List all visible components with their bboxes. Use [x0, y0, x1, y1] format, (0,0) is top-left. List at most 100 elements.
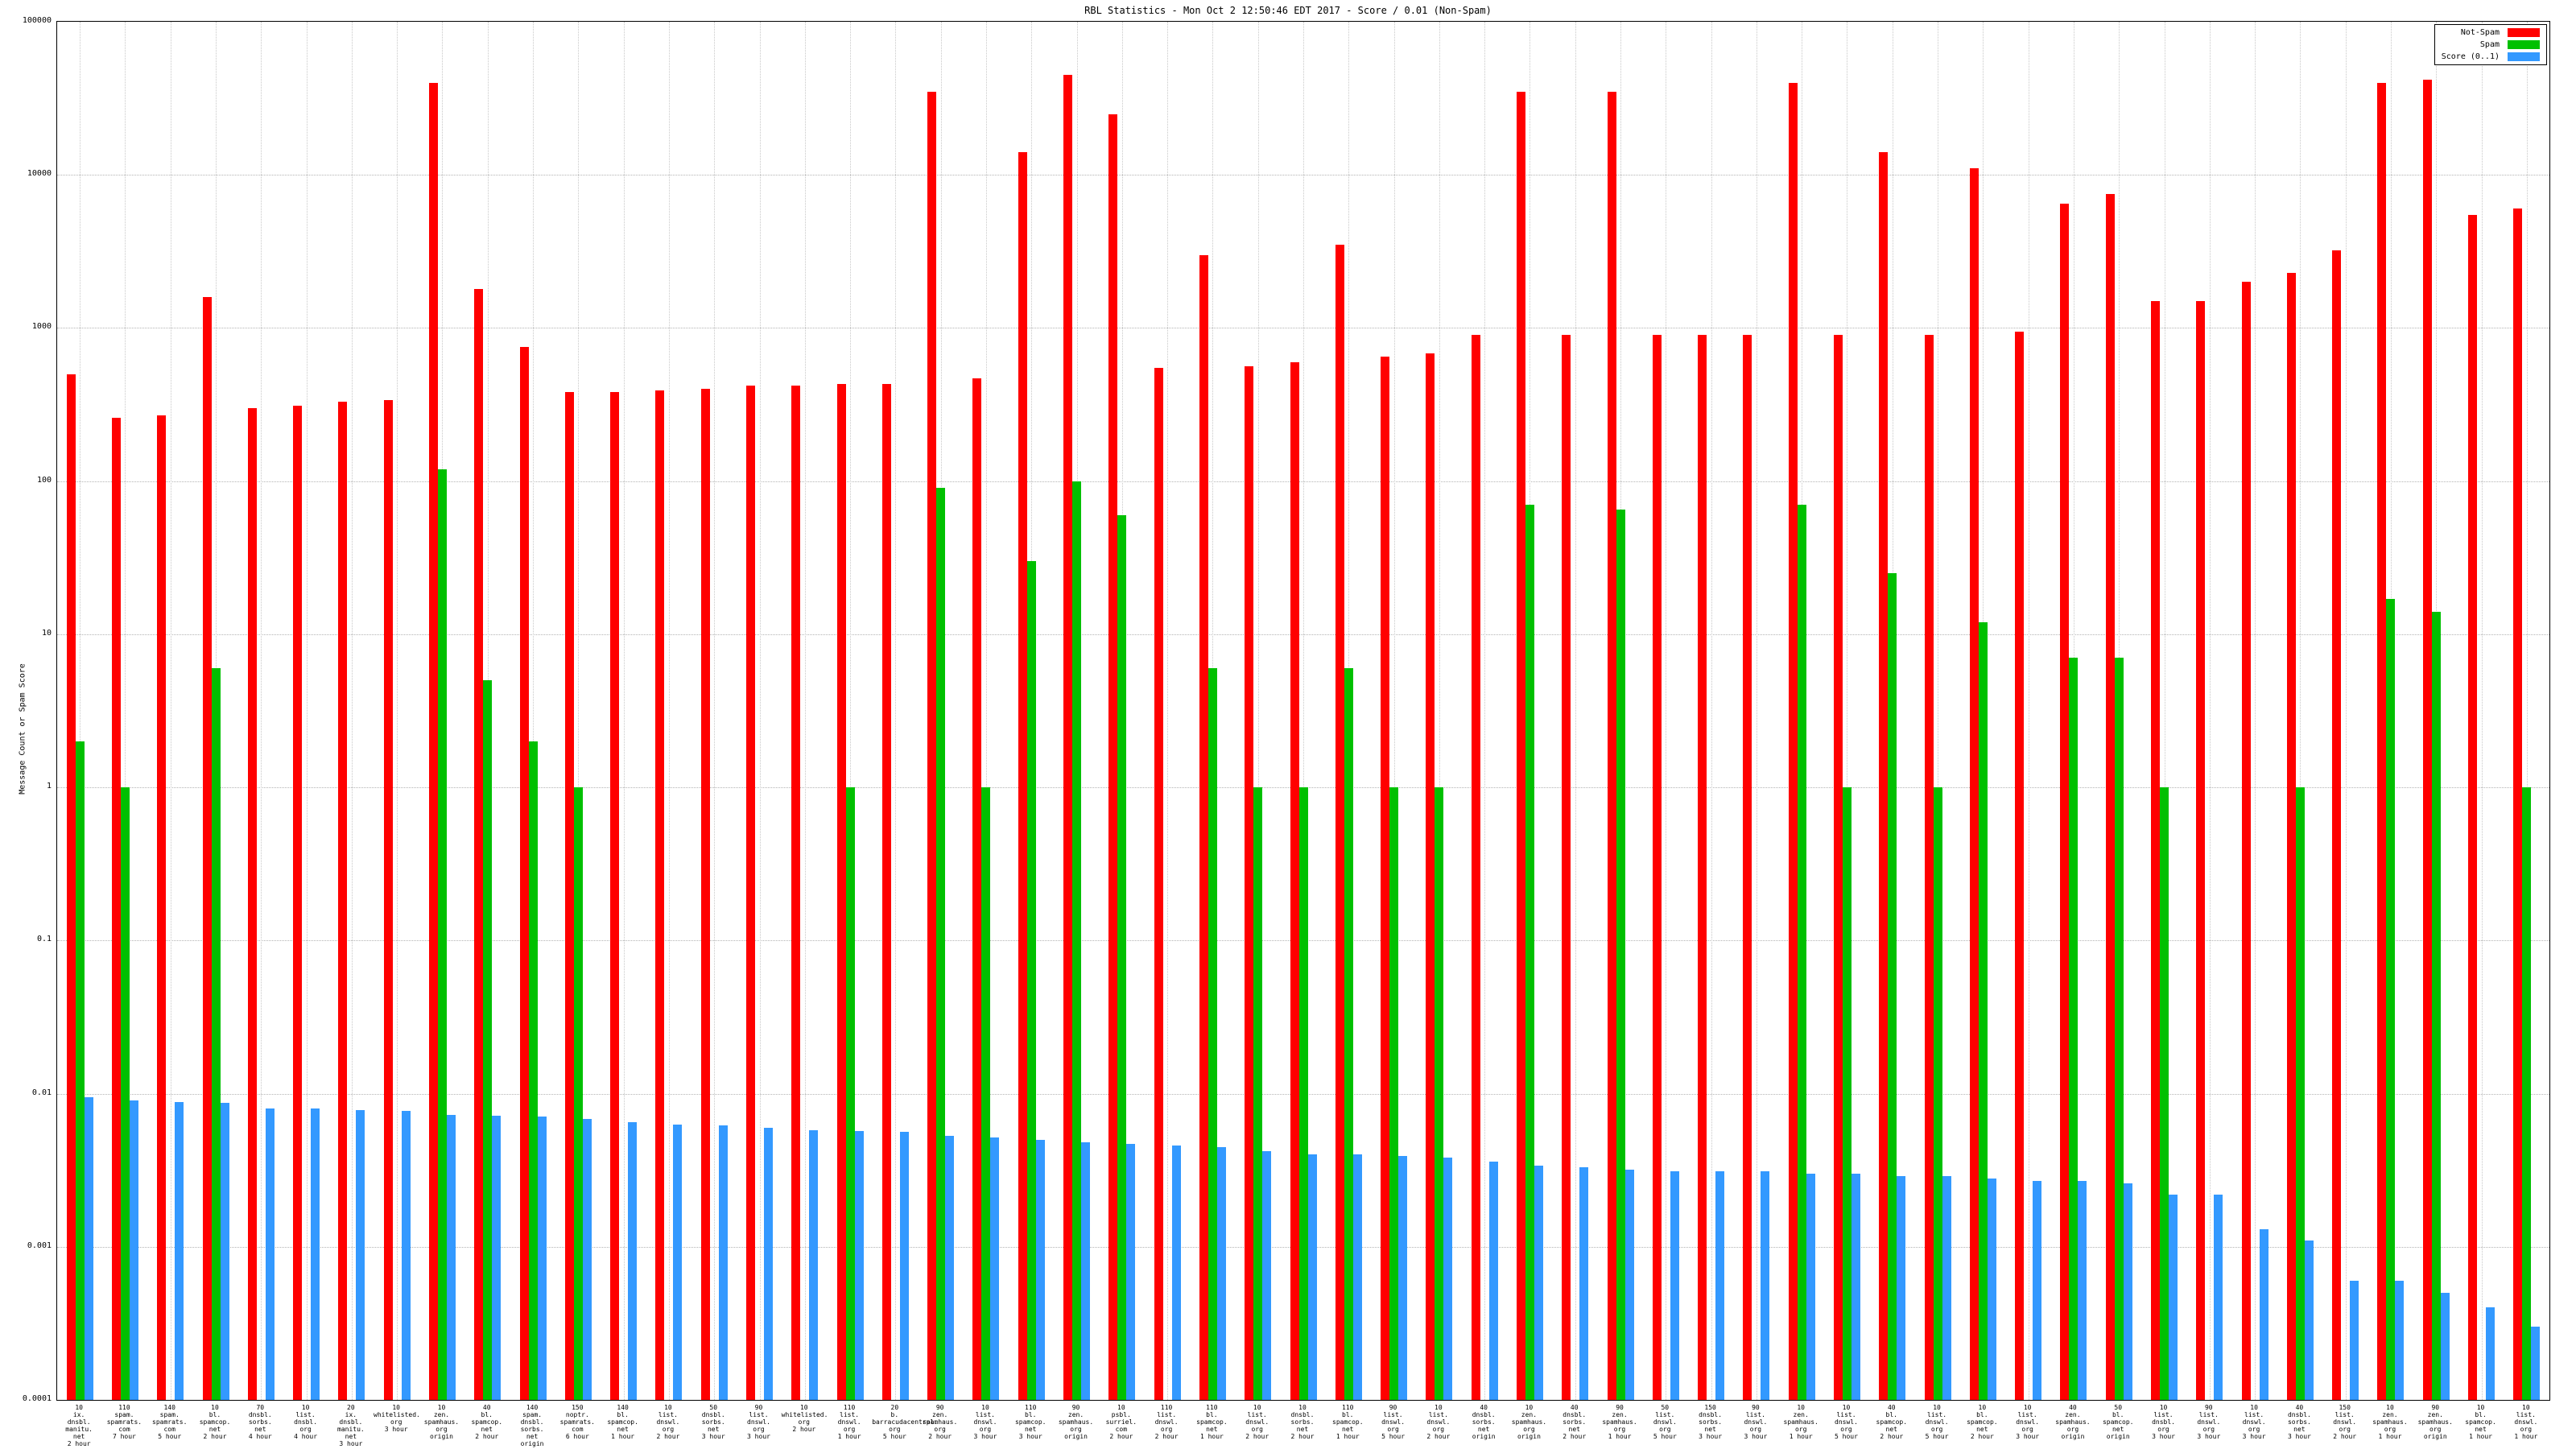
bar-spam [1117, 514, 1127, 1400]
bar-spam [981, 787, 991, 1400]
bar-score [628, 1122, 638, 1400]
x-tick-label: 140 bl. spamcop. net 1 hour [607, 1404, 638, 1440]
bar-score [1670, 1171, 1679, 1400]
bar-score [718, 1125, 728, 1400]
bar-not-spam [1290, 361, 1299, 1400]
x-tick-label: 10 list. dnswl. org 3 hour [2016, 1404, 2040, 1440]
bar-not-spam [2196, 300, 2206, 1400]
bar-score [2440, 1293, 2450, 1400]
x-tick-label: 20 b. barracudacentral. org 5 hour [872, 1404, 939, 1440]
x-tick-label: 150 dnsbl. sorbs. net 3 hour [1699, 1404, 1723, 1440]
legend-item-spam: Spam [2442, 40, 2540, 49]
y-tick-label: 100000 [22, 16, 52, 25]
x-tick-label: 40 dnsbl. sorbs. net 2 hour [1563, 1404, 1587, 1440]
legend-swatch-not-spam [2508, 28, 2540, 37]
x-tick-label: 10 dnsbl. sorbs. net 2 hour [1290, 1404, 1315, 1440]
bar-not-spam [2377, 82, 2387, 1400]
x-tick-label: 10 list. dnswl. org 2 hour [656, 1404, 680, 1440]
bar-score [265, 1108, 275, 1400]
bar-spam [1525, 505, 1534, 1400]
bar-not-spam [1426, 353, 1435, 1400]
x-tick-label: 90 list. dnswl. org 3 hour [1744, 1404, 1768, 1440]
bar-not-spam [1154, 367, 1163, 1400]
bar-not-spam [1833, 335, 1843, 1400]
bar-spam [75, 741, 85, 1400]
x-tick-label: 10 list. dnsbl. org 3 hour [2152, 1404, 2175, 1440]
bar-spam [1208, 668, 1217, 1400]
bar-spam [2522, 787, 2532, 1400]
bar-spam [1888, 573, 1897, 1400]
bar-score [2123, 1183, 2132, 1400]
v-gridline [397, 22, 398, 1400]
bar-spam [1797, 505, 1806, 1400]
v-gridline [1167, 22, 1169, 1400]
bar-not-spam [836, 384, 846, 1400]
bar-not-spam [2060, 203, 2070, 1400]
bar-spam [1072, 481, 1082, 1400]
bar-not-spam [1698, 335, 1707, 1400]
v-gridline [714, 22, 716, 1400]
bar-score [2033, 1180, 2042, 1400]
bar-not-spam [383, 399, 393, 1400]
bar-spam [211, 668, 221, 1400]
y-tick-label: 0.1 [36, 935, 52, 944]
plot-area [56, 21, 2550, 1401]
v-gridline [1575, 22, 1576, 1400]
bar-score [1035, 1139, 1045, 1400]
bar-spam [1842, 787, 1852, 1400]
chart-title: RBL Statistics - Mon Oct 2 12:50:46 EDT … [1084, 5, 1492, 16]
bar-not-spam [1245, 366, 1254, 1400]
bar-not-spam [1652, 335, 1662, 1400]
bar-score [175, 1102, 184, 1400]
bar-score [84, 1096, 93, 1400]
x-tick-label: 140 spam. spamrats. com 5 hour [152, 1404, 188, 1440]
legend-swatch-score [2508, 52, 2540, 61]
bar-spam [1298, 787, 1308, 1400]
bar-spam [437, 469, 447, 1400]
bar-not-spam [2422, 79, 2432, 1400]
bar-score [1942, 1175, 1951, 1400]
x-tick-label: 40 zen. spamhaus. org origin [2055, 1404, 2091, 1440]
x-tick-label: 10 whitelisted. org 3 hour [374, 1404, 420, 1433]
x-tick-label: 10 whitelisted. org 2 hour [781, 1404, 828, 1433]
x-tick-label: 90 zen. spamhaus. org origin [1058, 1404, 1094, 1440]
bar-not-spam [2151, 300, 2161, 1400]
bar-not-spam [655, 390, 665, 1400]
bar-score [1488, 1161, 1498, 1400]
bar-score [990, 1137, 1000, 1400]
v-gridline [1303, 22, 1304, 1400]
bar-score [401, 1111, 411, 1400]
bar-score [492, 1115, 502, 1400]
legend-item-score: Score (0..1) [2442, 52, 2540, 61]
bar-not-spam [881, 384, 891, 1400]
y-tick-label: 0.01 [31, 1088, 52, 1097]
v-gridline [804, 22, 806, 1400]
bar-spam [936, 488, 946, 1400]
bar-not-spam [1743, 335, 1752, 1400]
x-tick-label: 90 zen. spamhaus. org 1 hour [1602, 1404, 1637, 1440]
x-tick-label: 10 list. dnswl. org 2 hour [1426, 1404, 1451, 1440]
x-tick-label: 10 list. dnswl. org 1 hour [2514, 1404, 2538, 1440]
bar-spam [1253, 787, 1263, 1400]
bar-not-spam [1607, 91, 1616, 1400]
y-tick-label: 0.0001 [22, 1394, 52, 1403]
bar-score [854, 1130, 864, 1400]
v-gridline [1439, 22, 1440, 1400]
bar-score [1398, 1156, 1408, 1400]
bar-spam [528, 741, 538, 1400]
bar-score [809, 1129, 819, 1400]
bar-not-spam [1471, 335, 1480, 1400]
bar-spam [1344, 668, 1353, 1400]
bar-score [1126, 1143, 1136, 1400]
bar-score [1081, 1142, 1091, 1400]
bar-spam [1026, 561, 1036, 1400]
bar-score [537, 1116, 547, 1400]
bar-not-spam [519, 347, 529, 1400]
y-tick-label: 1000 [31, 322, 52, 332]
bar-not-spam [2015, 331, 2025, 1400]
y-axis-label: Message Count or Spam Score [18, 663, 27, 795]
v-gridline [668, 22, 670, 1400]
bar-score [1761, 1171, 1770, 1400]
legend-item-not-spam: Not-Spam [2442, 28, 2540, 37]
bar-spam [1933, 787, 1942, 1400]
